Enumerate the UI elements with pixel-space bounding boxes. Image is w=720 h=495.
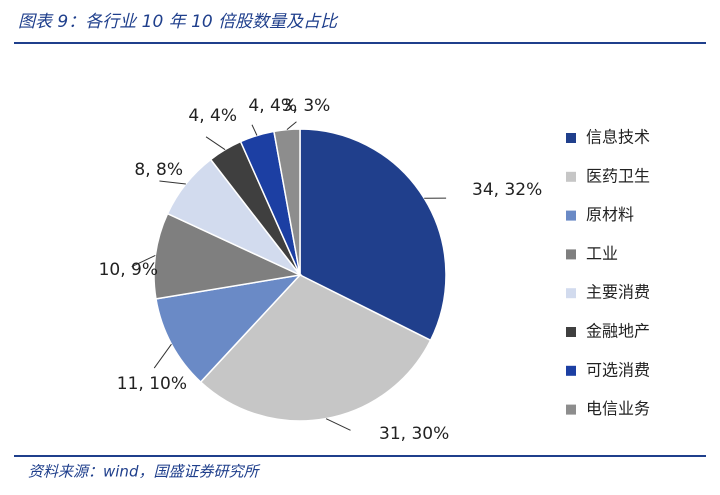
legend-swatch [566, 171, 576, 182]
data-label: 31, 30% [379, 424, 449, 444]
leader-line [159, 180, 186, 185]
leader-line [286, 121, 297, 130]
leader-line [251, 124, 258, 136]
legend-swatch [566, 404, 576, 415]
legend-label: 可选消费 [586, 360, 650, 379]
legend-label: 主要消费 [586, 283, 650, 302]
pie-slice [153, 212, 303, 300]
legend-swatch [566, 133, 576, 143]
source-note: 资料来源：wind，国盛证券研究所 [28, 463, 260, 481]
leader-line [205, 136, 226, 151]
legend-swatch [566, 210, 576, 221]
data-label: 34, 32% [472, 180, 542, 200]
legend-label: 医药卫生 [586, 166, 650, 185]
leader-line [153, 343, 172, 369]
data-label: 4, 4% [188, 106, 237, 126]
pie-slice [199, 274, 432, 422]
data-label: 10, 9% [99, 260, 158, 280]
legend-swatch [566, 327, 576, 337]
legend-label: 信息技术 [586, 128, 650, 147]
legend-swatch [566, 365, 576, 376]
legend-swatch [566, 288, 576, 299]
leader-line [325, 418, 351, 431]
legend-swatch [566, 249, 576, 260]
legend-label: 工业 [586, 244, 618, 263]
data-label: 4, 4% [248, 96, 297, 116]
legend-label: 原材料 [586, 205, 634, 224]
chart-title: 图表 9：各行业 10 年 10 倍股数量及占比 [18, 12, 339, 32]
data-label: 3, 3% [282, 96, 331, 116]
data-label: 8, 8% [134, 160, 183, 180]
leader-line [131, 254, 156, 268]
legend-label: 电信业务 [586, 399, 650, 418]
legend-label: 金融地产 [586, 322, 650, 341]
data-label: 11, 10% [117, 374, 187, 394]
